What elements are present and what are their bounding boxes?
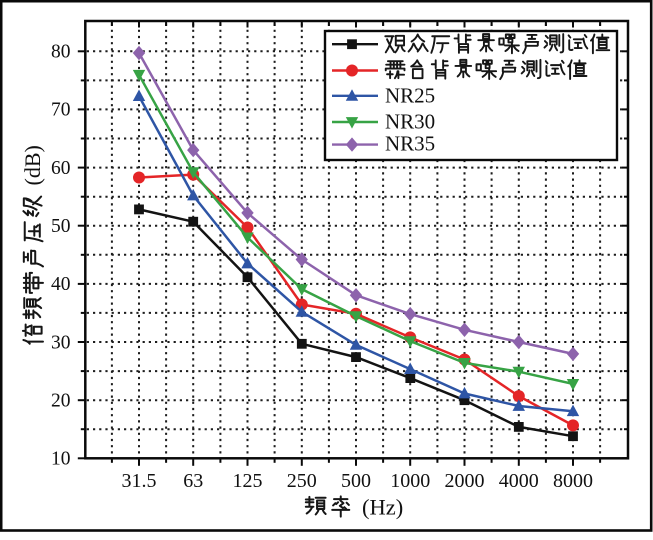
svg-text:NR35: NR35 xyxy=(385,132,435,156)
svg-text:1000: 1000 xyxy=(390,470,430,492)
svg-text:NR30: NR30 xyxy=(385,110,435,134)
svg-text:125: 125 xyxy=(233,470,263,492)
svg-text:NR25: NR25 xyxy=(385,83,435,107)
svg-text:(dB): (dB) xyxy=(20,145,45,185)
svg-text:63: 63 xyxy=(183,470,203,492)
svg-text:60: 60 xyxy=(51,158,71,179)
svg-text:70: 70 xyxy=(51,100,71,121)
svg-text:2000: 2000 xyxy=(445,470,485,492)
svg-text:8000: 8000 xyxy=(553,470,593,492)
svg-text:4000: 4000 xyxy=(499,470,539,492)
svg-text:20: 20 xyxy=(51,391,71,412)
svg-text:31.5: 31.5 xyxy=(122,470,157,492)
svg-text:500: 500 xyxy=(341,470,371,492)
svg-text:30: 30 xyxy=(51,332,71,353)
svg-text:(Hz): (Hz) xyxy=(362,495,403,520)
svg-text:10: 10 xyxy=(51,449,71,470)
svg-text:40: 40 xyxy=(51,274,71,295)
svg-text:80: 80 xyxy=(51,42,71,63)
svg-text:50: 50 xyxy=(51,216,71,237)
svg-text:250: 250 xyxy=(287,470,317,492)
